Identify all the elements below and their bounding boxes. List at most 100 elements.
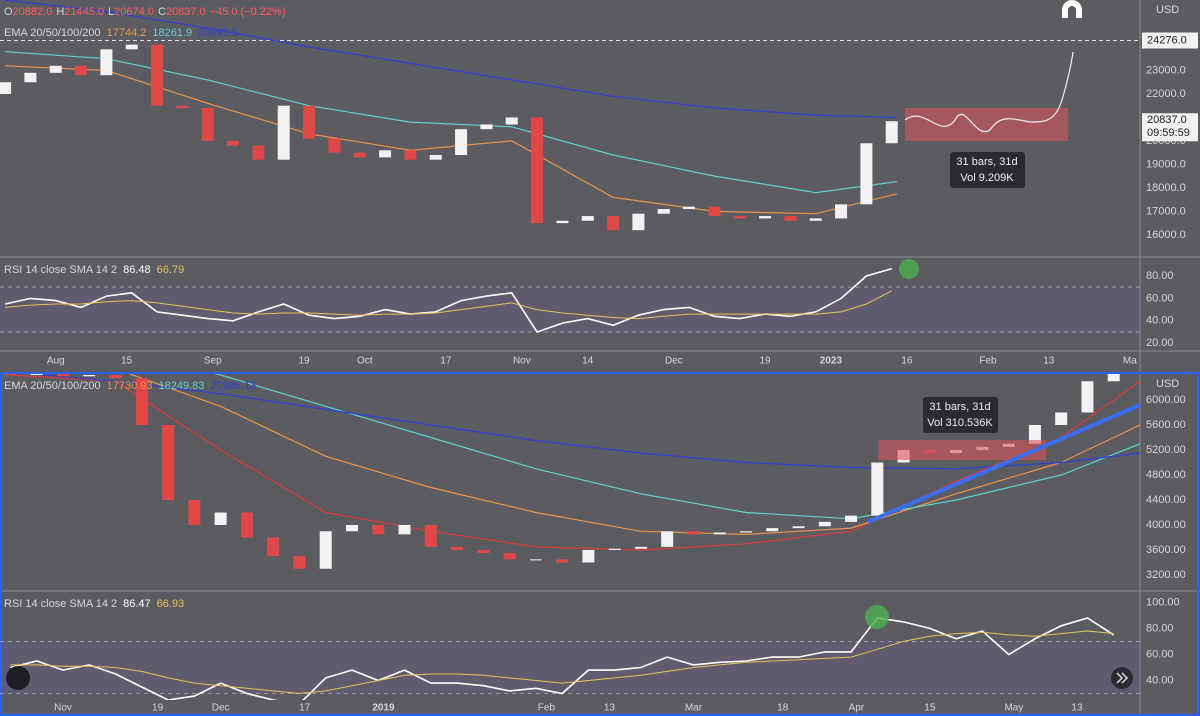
level-label-bg xyxy=(1142,32,1198,49)
rsi-value: 86.48 xyxy=(123,264,151,276)
level-label: 24276.0 xyxy=(1147,34,1187,46)
ema-value: 20995.9 xyxy=(198,27,238,39)
candle-body xyxy=(4,374,17,375)
ohlc-value: 20837.0 xyxy=(166,6,206,18)
rsi-tick-label: 40.00 xyxy=(1146,315,1174,327)
candle-body xyxy=(372,525,385,535)
ohlc-legend: O20882.0 H21445.0 L20674.0 C20837.0 −45.0 (−… xyxy=(4,6,286,18)
rsi-band xyxy=(0,287,1140,333)
logo xyxy=(1062,0,1082,18)
candle-body xyxy=(529,559,542,561)
last-price-bg xyxy=(1142,113,1198,142)
candle-body xyxy=(328,138,341,153)
price-tick-label: 4800.00 xyxy=(1146,469,1186,481)
candle-body xyxy=(429,155,442,160)
candle-body xyxy=(151,44,164,106)
candle-body xyxy=(353,152,366,158)
ema-title: EMA 20/50/100/200 xyxy=(4,380,101,392)
candle-body xyxy=(293,556,306,569)
ema-title: EMA 20/50/100/200 xyxy=(4,27,101,39)
ema-line xyxy=(128,374,1140,536)
price-tick-label: 3600.00 xyxy=(1146,544,1186,556)
candle-body xyxy=(404,150,417,160)
currency-label: USD xyxy=(1156,4,1179,16)
candle-body xyxy=(713,532,726,535)
candle-body xyxy=(683,206,696,210)
ohlc-key: L xyxy=(108,6,114,18)
candle-body xyxy=(1081,381,1094,413)
highlight-circle xyxy=(899,259,919,279)
ohlc-change: −45.0 (−0.22%) xyxy=(210,6,286,18)
rsi-tick-label: 60.00 xyxy=(1146,648,1174,660)
drawings xyxy=(6,0,1141,690)
time-tick-label: 2023 xyxy=(820,356,843,367)
active-chart-border xyxy=(0,372,1199,716)
ohlc-value: 21445.0 xyxy=(64,6,104,18)
price-tick-label: 16000.0 xyxy=(1146,229,1186,241)
time-tick-label: 19 xyxy=(760,356,772,367)
ema-legend: EMA 20/50/100/200 17744.2 18261.9 20995.9 xyxy=(4,27,238,39)
candle-body xyxy=(860,143,873,205)
candle-body xyxy=(1107,374,1120,382)
tooltip-bg xyxy=(923,397,998,433)
tooltip-line: 31 bars, 31d xyxy=(929,401,990,413)
trend-line xyxy=(867,403,1141,524)
price-tick-label: 18000.0 xyxy=(1146,182,1186,194)
range-box xyxy=(905,108,1068,141)
tooltip-line: Vol 310.536K xyxy=(927,417,993,429)
price-pane xyxy=(0,0,1140,231)
candle-body xyxy=(75,65,88,76)
price-tick-label: 3200.00 xyxy=(1146,569,1186,581)
candle-body xyxy=(125,44,138,50)
candle-body xyxy=(319,531,332,569)
ema-value: 17730.93 xyxy=(107,380,153,392)
ema-legend: EMA 20/50/100/200 17730.93 18249.83 20986.1… xyxy=(4,380,256,392)
rsi-pane xyxy=(0,617,1140,700)
tv-logo[interactable] xyxy=(6,666,30,690)
candle-body xyxy=(687,531,700,535)
price-tick-label: 17000.0 xyxy=(1146,205,1186,217)
ohlc-value: 20882.0 xyxy=(13,6,53,18)
candle-body xyxy=(1028,425,1041,444)
candle-body xyxy=(379,150,392,158)
range-box xyxy=(878,440,1046,460)
candle-body xyxy=(835,204,848,219)
candle-body xyxy=(227,140,240,146)
candle-body xyxy=(424,525,437,547)
candle-body xyxy=(556,220,569,224)
price-tick-label: 6000.00 xyxy=(1146,394,1186,406)
candle-body xyxy=(809,218,822,221)
candle-body xyxy=(480,124,493,130)
time-tick-label: 15 xyxy=(121,356,133,367)
candle-body xyxy=(634,546,647,549)
candle-body xyxy=(739,531,752,533)
time-tick-label: Feb xyxy=(979,356,997,367)
time-tick-label: Ma xyxy=(1123,356,1137,367)
rsi-line xyxy=(4,267,892,333)
candle-body xyxy=(792,526,805,529)
candle-body xyxy=(214,512,227,525)
candle-body xyxy=(188,500,201,525)
time-tick-label: Dec xyxy=(665,356,683,367)
candle-body xyxy=(100,49,113,76)
candle-body xyxy=(451,546,464,550)
candle-body xyxy=(708,206,721,217)
rsi-title: RSI 14 close SMA 14 2 xyxy=(4,264,117,276)
candle-body xyxy=(871,462,884,516)
candle-body xyxy=(733,216,746,219)
projection-path xyxy=(904,51,1074,133)
time-tick-label: Dec xyxy=(212,703,230,714)
candle-body xyxy=(845,515,858,522)
rsi-pane xyxy=(0,267,1140,333)
candle-body xyxy=(0,82,12,94)
scroll-icon xyxy=(1116,672,1129,684)
candle-body xyxy=(885,121,898,144)
price-tick-label: 5600.00 xyxy=(1146,419,1186,431)
time-tick-label: 19 xyxy=(298,356,310,367)
time-tick-label: May xyxy=(1004,703,1023,714)
highlight-circle xyxy=(865,605,889,629)
price-tick-label: 22000.0 xyxy=(1146,88,1186,100)
candle-body xyxy=(277,105,290,160)
